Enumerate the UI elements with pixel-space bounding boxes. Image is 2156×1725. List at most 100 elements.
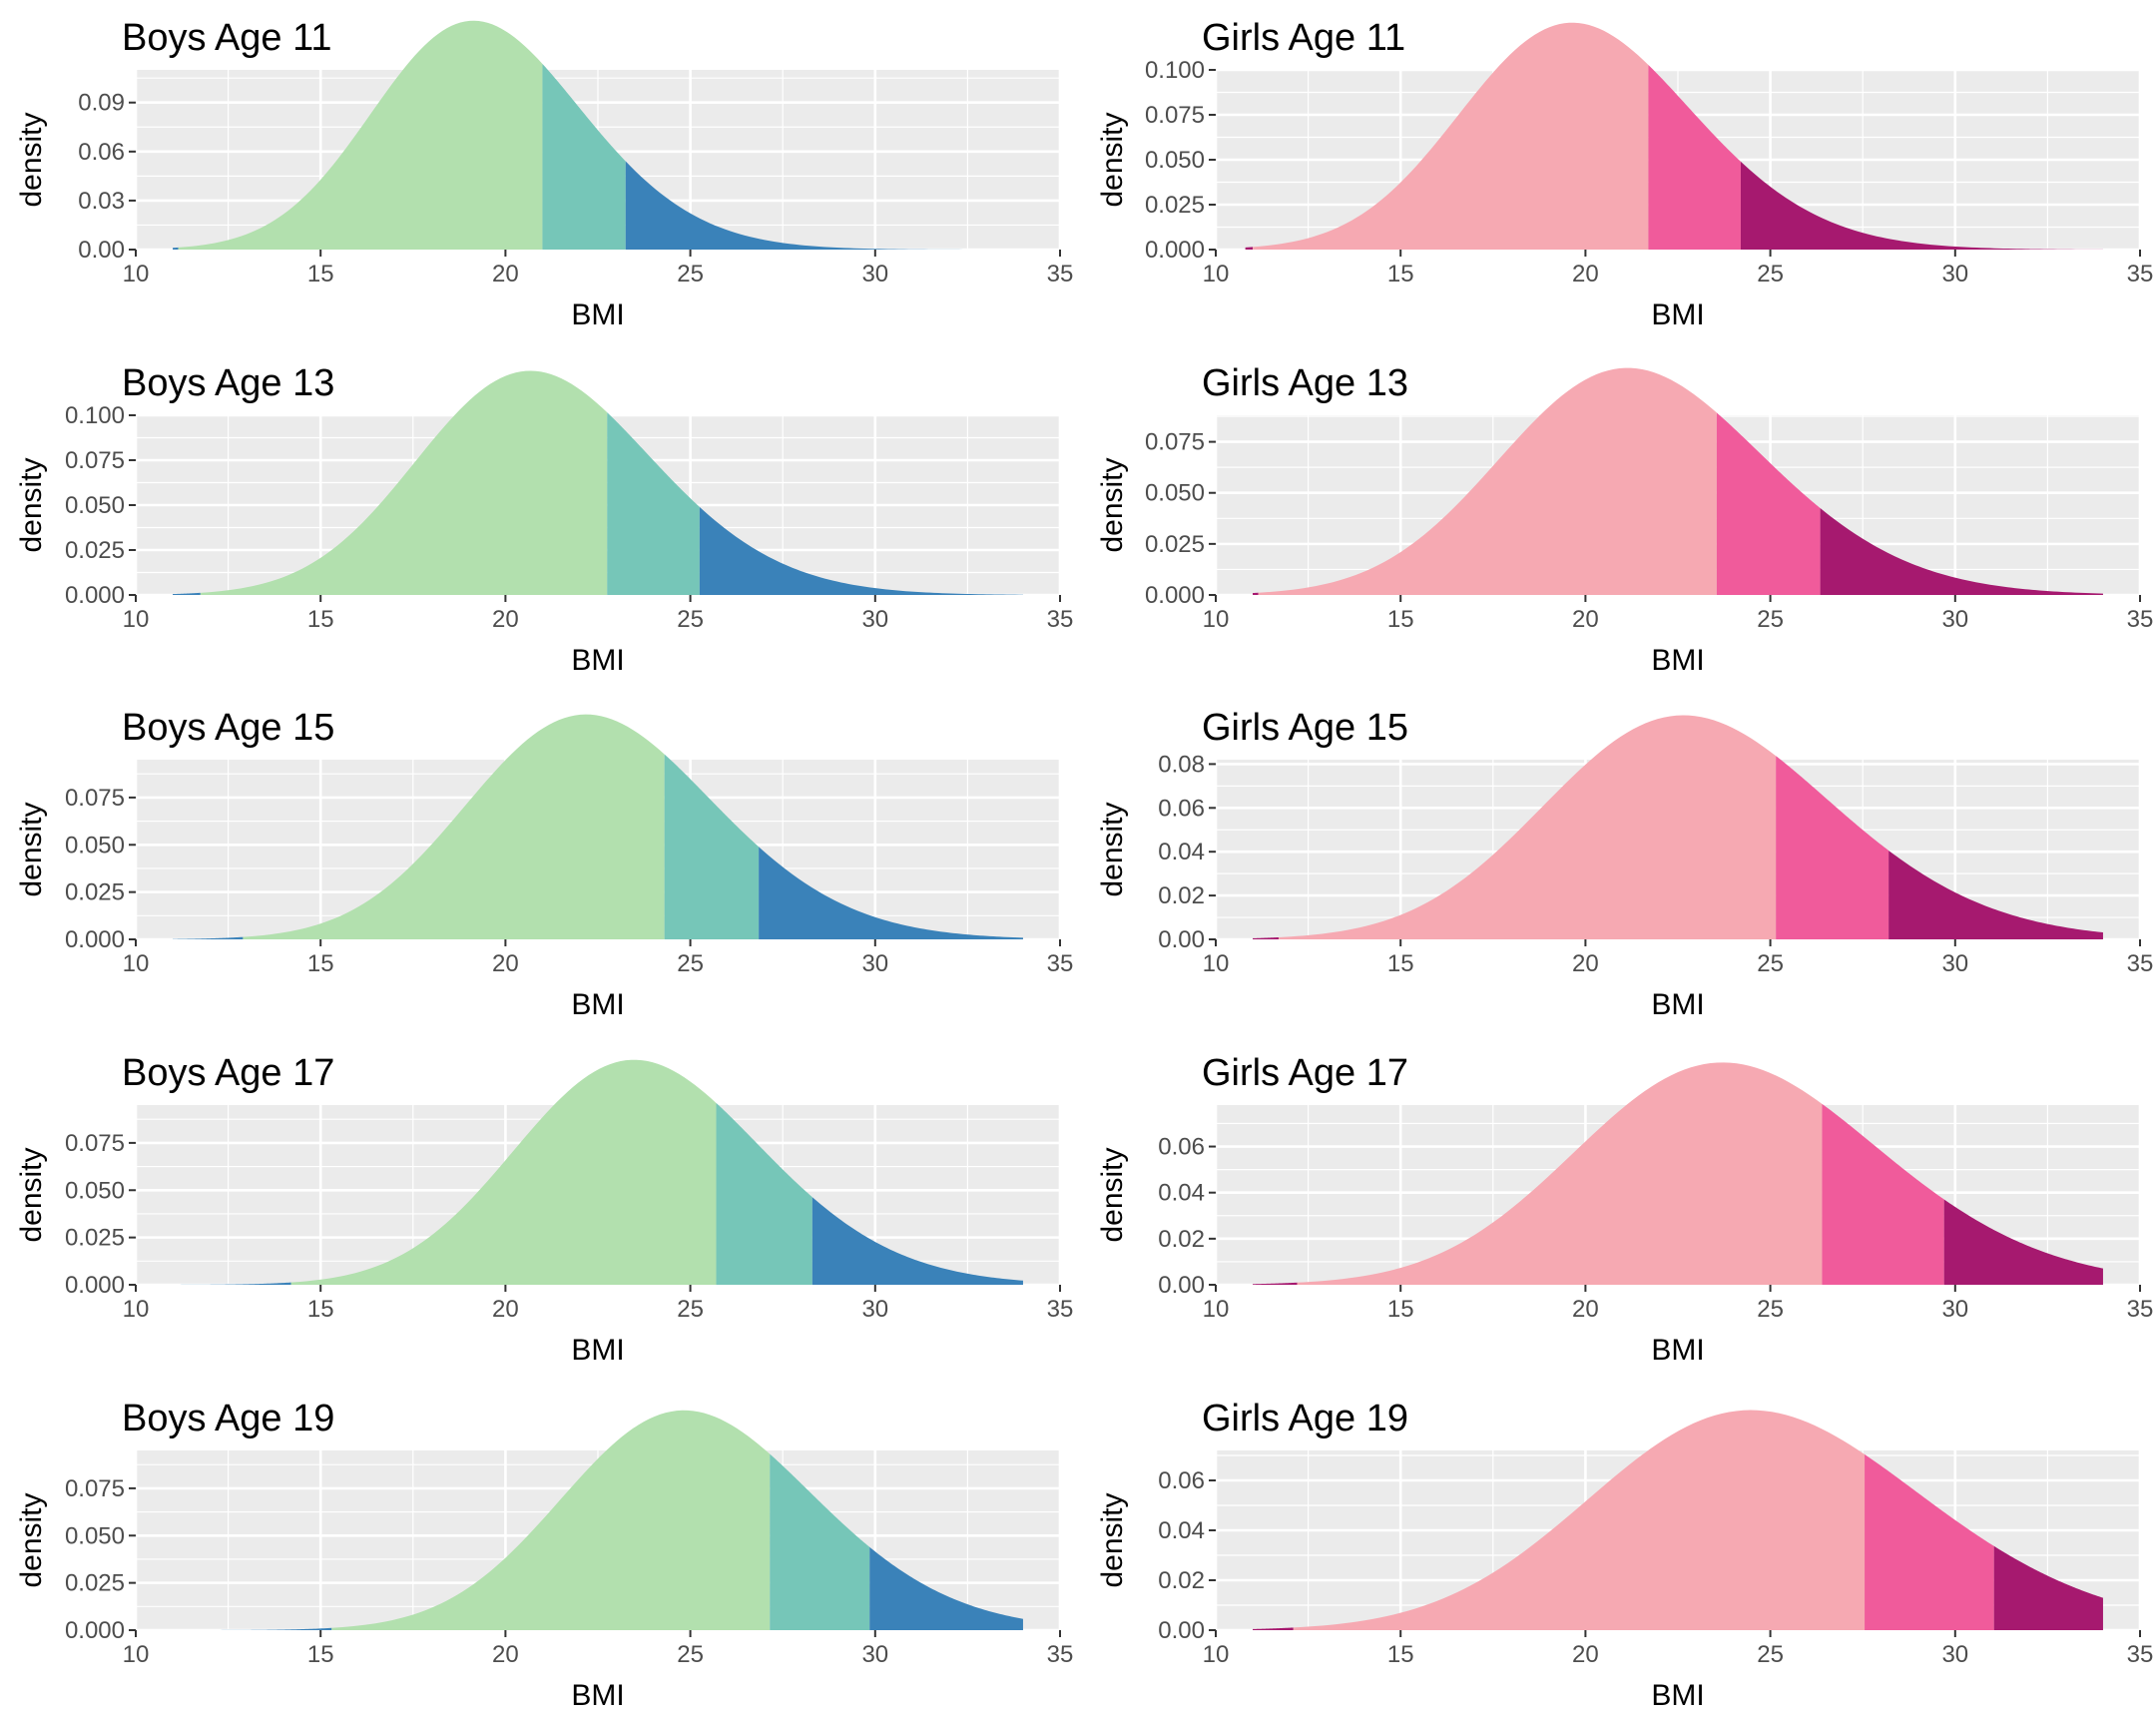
segment-normal	[200, 370, 608, 595]
y-axis-label: density	[15, 457, 48, 552]
x-tick-label: 20	[1572, 606, 1599, 633]
x-tick-label: 15	[307, 261, 334, 288]
x-tick-label: 10	[1203, 1641, 1230, 1668]
panel-title: Girls Age 17	[1202, 1052, 1408, 1094]
segment-obese	[1993, 1545, 2103, 1630]
y-tick-label: 0.100	[65, 402, 125, 429]
x-tick-label: 25	[1757, 606, 1784, 633]
y-tick-label: 0.02	[1158, 1567, 1205, 1594]
segment-normal	[331, 1410, 771, 1630]
y-axis-label: density	[15, 802, 48, 896]
x-tick-label: 30	[861, 1641, 888, 1668]
x-axis-label: BMI	[1651, 298, 1704, 331]
y-tick-label: 0.06	[1158, 1467, 1205, 1494]
x-tick-label: 15	[307, 1641, 334, 1668]
x-tick-label: 35	[1047, 950, 1074, 977]
segment-overweight	[607, 412, 700, 595]
x-tick-label: 35	[2127, 261, 2154, 288]
segment-normal	[243, 714, 665, 939]
x-tick-label: 25	[1757, 1641, 1784, 1668]
x-axis-label: BMI	[571, 298, 624, 331]
segment-overweight	[542, 63, 626, 251]
x-tick-label: 15	[307, 1296, 334, 1323]
x-tick-label: 35	[2127, 606, 2154, 633]
segment-normal	[1258, 367, 1717, 595]
x-tick-label: 30	[1941, 261, 1968, 288]
y-tick-label: 0.08	[1158, 751, 1205, 778]
y-axis-label: density	[1096, 1147, 1129, 1242]
segment-underweight	[173, 247, 179, 250]
x-tick-label: 35	[1047, 1296, 1074, 1323]
segment-obese	[625, 161, 1023, 250]
y-tick-label: 0.075	[65, 1475, 125, 1502]
x-tick-label: 35	[1047, 1641, 1074, 1668]
segment-obese	[699, 506, 1023, 595]
y-tick-label: 0.04	[1158, 1180, 1205, 1207]
y-tick-label: 0.025	[65, 1570, 125, 1597]
segment-normal	[178, 20, 543, 251]
y-tick-label: 0.025	[1145, 531, 1205, 558]
x-tick-label: 15	[1387, 261, 1414, 288]
segment-obese	[869, 1546, 1023, 1630]
y-tick-label: 0.000	[65, 1272, 125, 1299]
y-tick-label: 0.075	[1145, 102, 1205, 129]
x-tick-label: 10	[1203, 261, 1230, 288]
segment-overweight	[1865, 1453, 1994, 1630]
y-tick-label: 0.025	[65, 537, 125, 564]
segment-overweight	[716, 1102, 812, 1285]
x-tick-label: 30	[1941, 606, 1968, 633]
x-tick-label: 20	[492, 261, 519, 288]
panel-title: Girls Age 15	[1202, 707, 1408, 749]
x-axis-label: BMI	[1651, 1679, 1704, 1712]
x-tick-label: 25	[1757, 261, 1784, 288]
y-tick-label: 0.00	[78, 237, 125, 264]
segment-obese	[811, 1197, 1023, 1285]
x-tick-label: 10	[1203, 1296, 1230, 1323]
x-tick-label: 20	[1572, 1296, 1599, 1323]
y-tick-label: 0.000	[65, 582, 125, 609]
y-tick-label: 0.000	[1145, 582, 1205, 609]
x-axis-label: BMI	[571, 1334, 624, 1367]
x-tick-label: 20	[492, 606, 519, 633]
y-tick-label: 0.025	[65, 1225, 125, 1252]
y-tick-label: 0.000	[65, 1617, 125, 1644]
segment-overweight	[770, 1453, 870, 1630]
y-tick-label: 0.025	[65, 879, 125, 906]
x-tick-label: 35	[1047, 606, 1074, 633]
y-tick-label: 0.02	[1158, 1226, 1205, 1253]
y-tick-label: 0.100	[1145, 57, 1205, 84]
segment-underweight	[173, 1627, 332, 1630]
y-tick-label: 0.03	[78, 188, 125, 215]
x-tick-label: 30	[1941, 1641, 1968, 1668]
x-tick-label: 15	[307, 950, 334, 977]
y-tick-label: 0.000	[65, 926, 125, 953]
panel-title: Boys Age 11	[122, 17, 332, 59]
segment-normal	[290, 1059, 717, 1285]
x-tick-label: 30	[1941, 950, 1968, 977]
segment-overweight	[1716, 412, 1821, 595]
y-tick-label: 0.050	[1145, 480, 1205, 507]
x-tick-label: 15	[1387, 1641, 1414, 1668]
x-tick-label: 10	[1203, 606, 1230, 633]
y-tick-label: 0.050	[65, 492, 125, 519]
x-tick-label: 35	[1047, 261, 1074, 288]
y-axis-label: density	[15, 1492, 48, 1587]
x-axis-label: BMI	[571, 644, 624, 677]
x-tick-label: 15	[1387, 950, 1414, 977]
panel-title: Girls Age 13	[1202, 362, 1408, 404]
segment-underweight	[173, 1282, 291, 1285]
x-axis-label: BMI	[571, 1679, 624, 1712]
panel-title: Girls Age 19	[1202, 1398, 1408, 1439]
segment-obese	[1943, 1199, 2103, 1285]
x-tick-label: 10	[123, 261, 150, 288]
segment-underweight	[1253, 592, 1259, 595]
x-tick-label: 35	[2127, 950, 2154, 977]
x-tick-label: 30	[1941, 1296, 1968, 1323]
x-tick-label: 20	[1572, 950, 1599, 977]
y-tick-label: 0.075	[65, 1130, 125, 1157]
y-tick-label: 0.050	[65, 832, 125, 859]
y-tick-label: 0.09	[78, 90, 125, 117]
x-tick-label: 30	[861, 606, 888, 633]
x-tick-label: 10	[123, 1641, 150, 1668]
